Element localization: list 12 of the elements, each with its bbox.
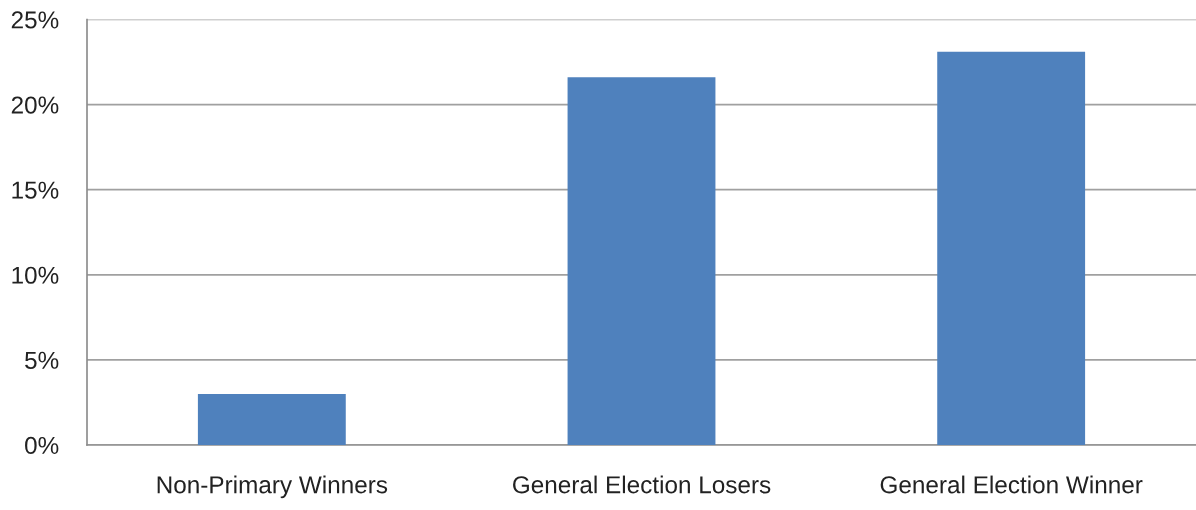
y-tick-label: 5% (25, 351, 59, 369)
bar (567, 77, 716, 445)
bar (197, 393, 346, 445)
y-tick-label: 15% (12, 181, 59, 199)
x-tick-label: General Election Winner (880, 475, 1143, 494)
x-tick-label: Non-Primary Winners (157, 475, 388, 499)
y-tick-label: 20% (11, 96, 59, 114)
bar (937, 51, 1086, 445)
y-tick-label: 10% (12, 266, 59, 284)
y-tick-label: 25% (11, 11, 59, 29)
x-tick-label: General Election Losers (513, 475, 771, 494)
y-tick-label: 0% (25, 436, 59, 455)
